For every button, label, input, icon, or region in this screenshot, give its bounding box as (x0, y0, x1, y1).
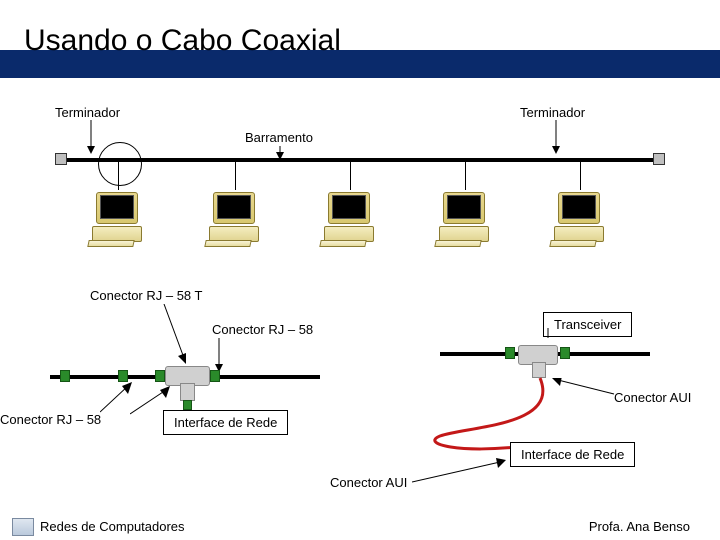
terminator-left-arrow (86, 120, 96, 154)
computer-icon (205, 192, 265, 247)
green-cap (210, 370, 220, 382)
green-cap (60, 370, 70, 382)
terminator-right (653, 153, 665, 165)
interface-b-box: Interface de Rede (510, 442, 635, 467)
t-stem (180, 383, 195, 401)
drop-line (350, 160, 351, 190)
terminator-right-label: Terminador (520, 105, 585, 120)
drop-line (580, 160, 581, 190)
transceiver-box: Transceiver (543, 312, 632, 337)
conector-t-arrow (160, 304, 190, 366)
conector-aui-b-label: Conector AUI (330, 475, 407, 490)
computer-icon (320, 192, 380, 247)
computer-icon (550, 192, 610, 247)
conector-rj58-b-label: Conector RJ – 58 (0, 412, 101, 427)
highlight-circle (98, 142, 142, 186)
terminator-left-label: Terminador (55, 105, 120, 120)
green-cap (155, 370, 165, 382)
computer-icon (88, 192, 148, 247)
transceiver-arrow (543, 328, 553, 346)
interface-a-box: Interface de Rede (163, 410, 288, 435)
green-cap (118, 370, 128, 382)
bus-label: Barramento (245, 130, 313, 145)
terminator-left (55, 153, 67, 165)
conector-t-label: Conector RJ – 58 T (90, 288, 202, 303)
interface-a-arrow (130, 386, 174, 416)
computer-icon (435, 192, 495, 247)
footer-left: Redes de Computadores (40, 519, 185, 534)
footer-logo (12, 518, 34, 536)
conector-rj58-a-label: Conector RJ – 58 (212, 322, 313, 337)
terminator-right-arrow (551, 120, 561, 154)
drop-line (465, 160, 466, 190)
green-cap (505, 347, 515, 359)
footer-right: Profa. Ana Benso (589, 519, 690, 534)
slide-title: Usando o Cabo Coaxial (24, 24, 341, 58)
bus-line (55, 158, 665, 162)
drop-line (235, 160, 236, 190)
conector-rj58-a-arrow (214, 338, 224, 372)
conector-aui-b-arrow (412, 458, 508, 484)
green-cap (560, 347, 570, 359)
drop-line (118, 160, 119, 190)
green-cap (183, 400, 192, 410)
